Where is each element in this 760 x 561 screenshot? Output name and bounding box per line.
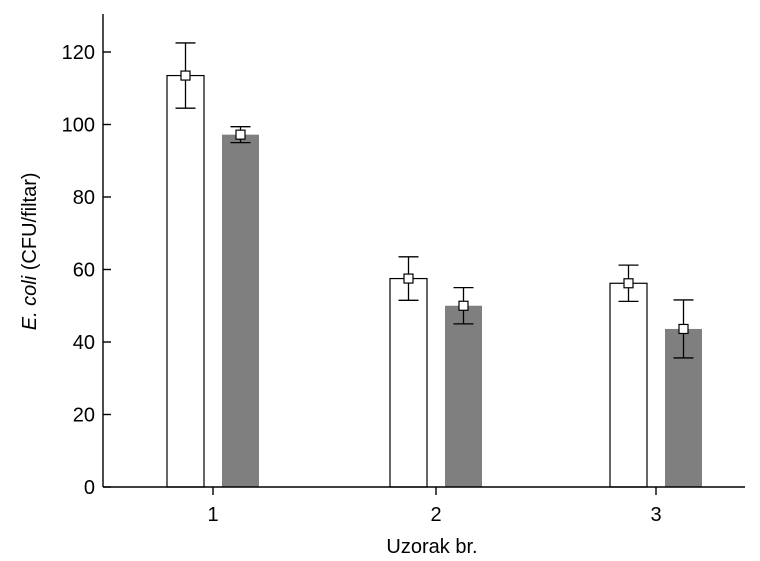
y-tick-label: 100 [62,115,95,137]
x-tick-label: 2 [430,504,441,526]
mean-marker [235,129,246,140]
y-axis-title-unit: (CFU/filtar) [19,172,41,275]
x-tick-label: 3 [650,504,661,526]
mean-marker [678,323,689,335]
y-tick-label: 60 [73,260,95,282]
mean-marker [180,70,191,81]
y-tick-label: 80 [73,187,95,209]
mean-marker [623,278,634,289]
bars [166,74,702,488]
y-axis-title-italic: E. coli [19,275,41,330]
y-tick-label: 0 [84,477,95,499]
bar [389,277,428,488]
mean-marker [403,273,414,284]
x-axis-ticks: 1 2 3 [207,487,662,526]
bar [222,134,259,487]
y-tick-label: 40 [73,332,95,354]
y-axis-title: E. coli (CFU/filtar) [19,172,41,330]
mean-marker [458,300,469,311]
bar [445,305,482,487]
bar [609,282,648,488]
y-axis-ticks: 0 20 40 60 80 100 120 [62,42,111,499]
bar [166,74,205,488]
y-tick-label: 120 [62,42,95,64]
x-tick-label: 1 [207,504,218,526]
x-axis-title: Uzorak br. [386,536,477,558]
y-tick-label: 20 [73,405,95,427]
mean-markers [180,70,689,335]
